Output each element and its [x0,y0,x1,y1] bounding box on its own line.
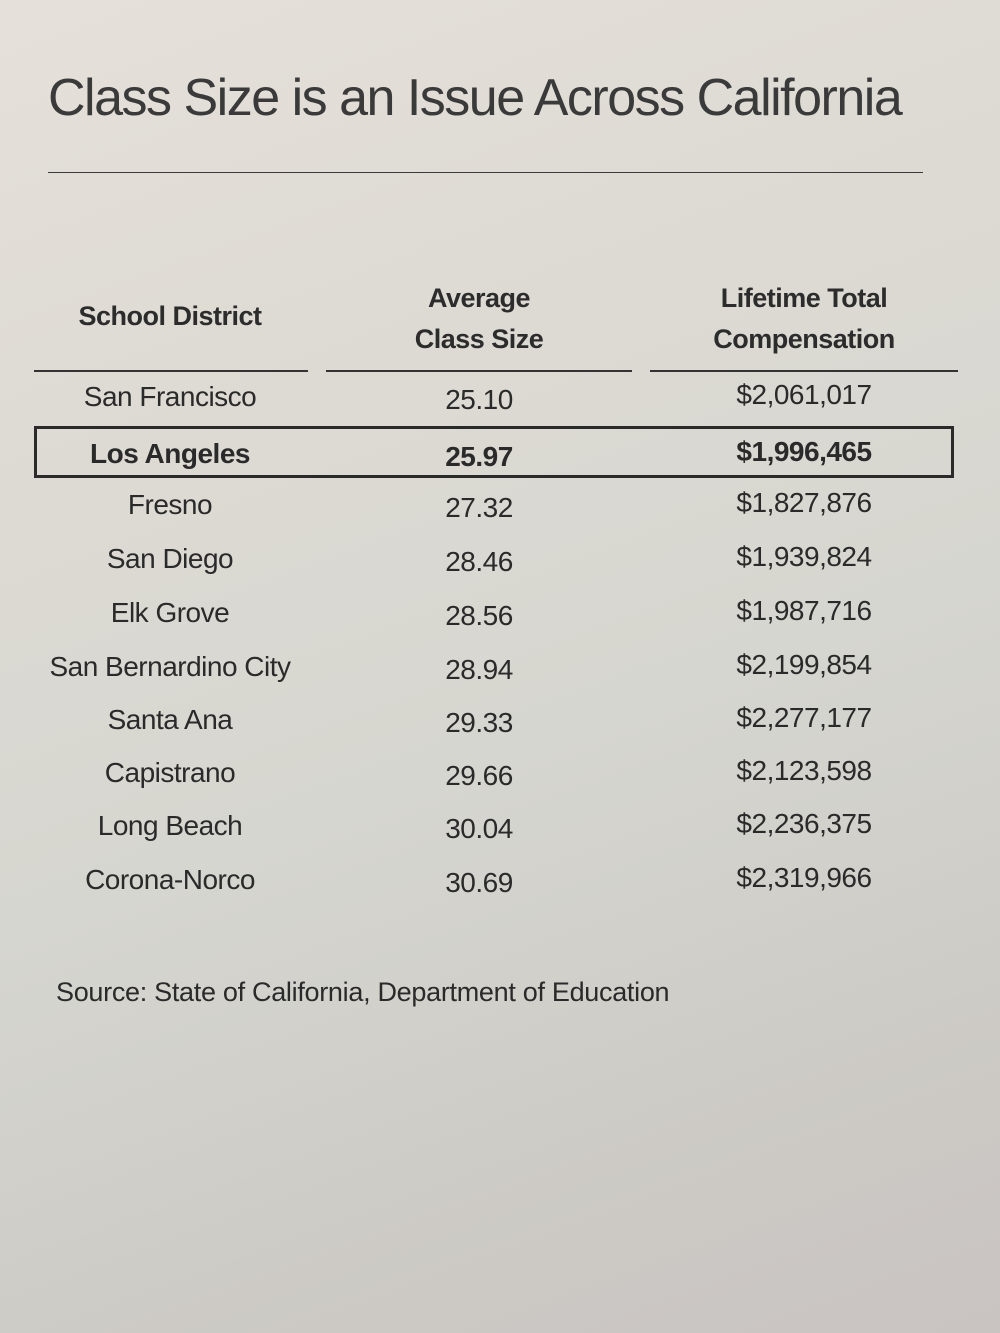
cell-district: Fresno [127,489,213,520]
cell-class-size: 28.56 [445,600,513,631]
header-school-district: School District [34,296,306,337]
cell-district: Capistrano [104,757,236,788]
source-note: Source: State of California, Department … [56,977,670,1007]
title-divider [48,172,923,173]
header-rule-compensation [650,370,958,372]
cell-compensation: $2,236,375 [736,808,872,839]
cell-district: Santa Ana [107,704,233,735]
cell-class-size: 28.94 [445,654,513,685]
cell-class-size: 25.97 [445,441,513,472]
cell-class-size: 30.04 [445,813,513,844]
cell-class-size: 27.32 [445,492,513,523]
cell-district: Corona-Norco [85,864,255,895]
cell-compensation: $1,827,876 [736,487,872,518]
cell-compensation: $2,319,966 [736,862,872,893]
cell-compensation: $1,996,465 [736,436,872,467]
cell-district: Long Beach [97,810,243,841]
cell-district: San Diego [106,543,234,574]
header-comp-line2: Compensation [713,324,895,354]
cell-compensation: $2,123,598 [736,755,872,786]
header-average-class-size: Average Class Size [326,278,632,360]
cell-class-size: 30.69 [445,867,513,898]
cell-class-size: 29.33 [445,707,513,738]
header-lifetime-compensation: Lifetime Total Compensation [650,278,958,360]
header-class-size-line2: Class Size [414,324,544,354]
cell-compensation: $1,987,716 [736,595,872,626]
header-rule-class-size [326,370,632,372]
cell-compensation: $2,199,854 [736,649,872,680]
page-title: Class Size is an Issue Across California [48,69,903,127]
cell-district: Los Angeles [90,438,250,469]
header-district-label: School District [78,301,262,331]
cell-compensation: $2,277,177 [736,702,872,733]
cell-class-size: 28.46 [445,546,513,577]
header-rule-district [34,370,308,372]
highlight-box-los-angeles [34,426,954,478]
cell-class-size: 25.10 [445,384,513,415]
header-comp-line1: Lifetime Total [720,283,888,313]
cell-district: Elk Grove [110,597,230,628]
cell-class-size: 29.66 [445,760,513,791]
cell-district: San Bernardino City [49,651,291,682]
cell-compensation: $1,939,824 [736,541,872,572]
cell-compensation: $2,061,017 [736,379,872,410]
header-class-size-line1: Average [427,283,531,313]
cell-district: San Francisco [83,381,257,412]
